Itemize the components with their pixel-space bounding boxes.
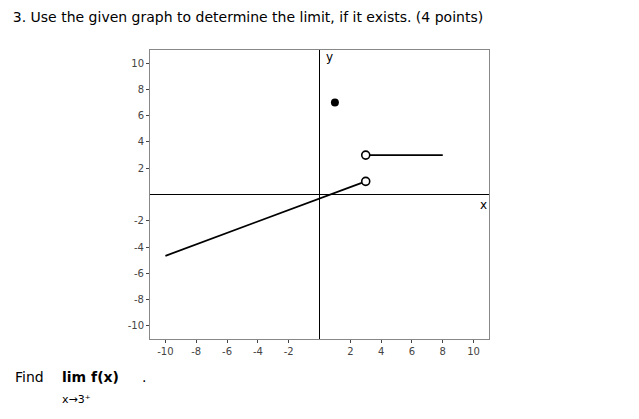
svg-text:10: 10: [131, 58, 144, 69]
svg-text:6: 6: [409, 346, 415, 357]
svg-text:-10: -10: [157, 346, 173, 357]
svg-text:Find: Find: [15, 369, 44, 385]
svg-text:2: 2: [347, 346, 353, 357]
svg-text:-4: -4: [134, 242, 144, 253]
svg-text:6: 6: [138, 110, 144, 121]
svg-text:-2: -2: [284, 346, 294, 357]
svg-text:x: x: [480, 198, 487, 212]
svg-text:-6: -6: [134, 268, 144, 279]
svg-text:3. Use the given graph to dete: 3. Use the given graph to determine the …: [13, 9, 483, 25]
svg-text:.: .: [142, 369, 146, 385]
svg-text:y: y: [326, 50, 333, 64]
svg-text:x→3⁺: x→3⁺: [62, 393, 91, 406]
svg-text:4: 4: [378, 346, 384, 357]
svg-text:-10: -10: [128, 320, 144, 331]
svg-text:10: 10: [467, 346, 480, 357]
svg-text:lim f(x): lim f(x): [62, 369, 119, 385]
svg-text:8: 8: [138, 84, 144, 95]
svg-text:8: 8: [440, 346, 446, 357]
svg-text:-6: -6: [222, 346, 232, 357]
svg-text:4: 4: [138, 136, 144, 147]
svg-text:-4: -4: [253, 346, 263, 357]
svg-text:-2: -2: [134, 215, 144, 226]
svg-text:2: 2: [138, 163, 144, 174]
svg-text:-8: -8: [191, 346, 201, 357]
svg-text:-8: -8: [134, 294, 144, 305]
